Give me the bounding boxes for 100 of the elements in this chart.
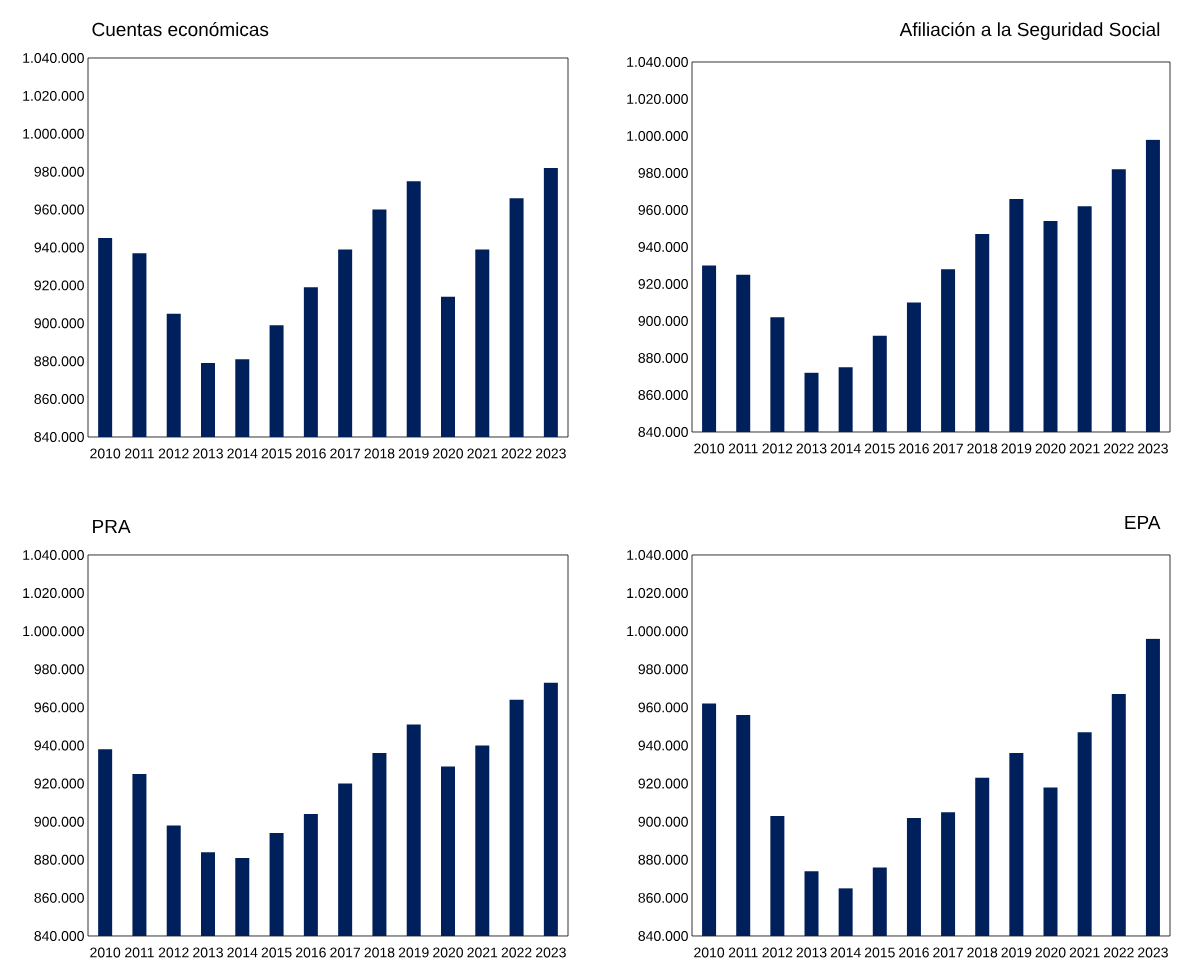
y-tick-label: 1.000.000	[23, 128, 84, 139]
x-tick-label: 2011	[728, 947, 758, 958]
x-tick-label: 2023	[536, 947, 566, 958]
y-tick-label: 900.000	[638, 816, 688, 827]
y-tick-label: 840.000	[34, 432, 84, 442]
x-tick-label: 2020	[1035, 443, 1066, 454]
y-tick-label: 940.000	[638, 242, 688, 252]
y-tick-label: 920.000	[34, 778, 84, 789]
x-tick-label: 2012	[762, 443, 793, 454]
x-tick-label: 2018	[364, 448, 395, 459]
chart-title: Afiliación a la Seguridad Social	[899, 22, 1160, 40]
y-tick-label: 940.000	[34, 740, 84, 751]
x-tick-label: 2020	[433, 947, 464, 958]
y-tick-label: 1.040.000	[627, 57, 688, 67]
y-tick-label: 880.000	[638, 353, 688, 363]
y-tick-label: 880.000	[34, 356, 84, 367]
x-tick-label: 2015	[864, 947, 895, 958]
x-tick-label: 2014	[227, 448, 258, 459]
x-tick-label: 2016	[296, 448, 326, 459]
x-tick-label: 2010	[90, 448, 121, 459]
x-tick-label: 2012	[158, 947, 189, 958]
y-tick-label: 960.000	[638, 702, 688, 713]
x-tick-label: 2011	[728, 443, 758, 454]
y-tick-label: 1.000.000	[627, 626, 688, 637]
x-tick-label: 2018	[967, 947, 998, 958]
x-tick-label: 2017	[330, 448, 361, 459]
y-tick-label: 920.000	[638, 279, 688, 289]
x-tick-label: 2014	[830, 443, 861, 454]
y-tick-label: 900.000	[638, 316, 688, 326]
y-tick-label: 860.000	[638, 390, 688, 400]
x-tick-label: 2010	[694, 947, 725, 958]
x-tick-label: 2019	[398, 947, 429, 958]
x-tick-label: 2010	[90, 947, 121, 958]
y-tick-label: 860.000	[34, 394, 84, 405]
x-tick-label: 2023	[1138, 443, 1168, 454]
y-tick-label: 1.020.000	[627, 588, 688, 599]
x-tick-label: 2011	[125, 448, 154, 459]
chart-title: Cuentas económicas	[92, 22, 269, 37]
x-tick-label: 2023	[1138, 947, 1168, 958]
y-tick-label: 840.000	[638, 427, 688, 437]
x-tick-label: 2013	[796, 443, 827, 454]
x-tick-label: 2019	[398, 448, 429, 459]
x-tick-label: 2022	[1103, 947, 1134, 958]
y-tick-label: 1.000.000	[23, 626, 84, 637]
y-tick-label: 1.040.000	[23, 53, 84, 63]
y-tick-label: 980.000	[638, 664, 688, 675]
x-tick-label: 2013	[193, 947, 223, 958]
x-tick-label: 2021	[467, 448, 498, 459]
chart-title: EPA	[1125, 515, 1161, 529]
x-tick-label: 2018	[967, 443, 998, 454]
x-tick-label: 2013	[193, 448, 223, 459]
y-tick-label: 920.000	[638, 778, 688, 789]
chart-title: PRA	[93, 519, 131, 533]
x-tick-label: 2012	[762, 947, 793, 958]
x-tick-label: 2021	[1069, 947, 1100, 958]
x-tick-label: 2016	[899, 443, 929, 454]
y-tick-label: 900.000	[34, 816, 84, 827]
y-tick-label: 880.000	[638, 854, 688, 865]
x-tick-label: 2012	[158, 448, 189, 459]
x-tick-label: 2010	[694, 443, 725, 454]
x-tick-label: 2019	[1001, 947, 1032, 958]
x-tick-label: 2015	[261, 947, 292, 958]
x-tick-label: 2021	[467, 947, 498, 958]
y-tick-label: 920.000	[34, 280, 84, 291]
y-tick-label: 860.000	[34, 892, 84, 903]
x-tick-label: 2017	[330, 947, 361, 958]
x-tick-label: 2017	[933, 947, 963, 958]
x-tick-label: 2020	[1035, 947, 1066, 958]
y-tick-label: 1.000.000	[627, 131, 688, 141]
y-tick-label: 960.000	[34, 702, 84, 713]
x-tick-label: 2013	[796, 947, 827, 958]
y-tick-label: 860.000	[638, 892, 688, 903]
x-tick-label: 2015	[864, 443, 895, 454]
x-tick-label: 2015	[261, 448, 292, 459]
y-tick-label: 960.000	[34, 204, 84, 215]
x-tick-label: 2021	[1069, 443, 1100, 454]
y-tick-label: 940.000	[34, 242, 84, 253]
x-tick-label: 2018	[364, 947, 395, 958]
x-tick-label: 2017	[933, 443, 963, 454]
y-tick-label: 1.040.000	[627, 550, 688, 560]
y-tick-label: 1.020.000	[627, 94, 688, 104]
y-tick-label: 880.000	[34, 854, 84, 865]
y-tick-label: 960.000	[638, 205, 688, 215]
x-tick-label: 2022	[501, 448, 532, 459]
x-tick-label: 2014	[830, 947, 861, 958]
y-tick-label: 980.000	[34, 664, 84, 675]
x-tick-label: 2016	[296, 947, 326, 958]
y-tick-label: 840.000	[638, 931, 688, 941]
y-tick-label: 980.000	[638, 168, 688, 178]
y-tick-label: 1.020.000	[23, 90, 84, 101]
y-tick-label: 1.020.000	[23, 588, 84, 599]
y-tick-label: 980.000	[34, 166, 84, 177]
x-tick-label: 2019	[1001, 443, 1032, 454]
x-tick-label: 2022	[1103, 443, 1134, 454]
y-tick-label: 1.040.000	[23, 550, 84, 560]
x-tick-label: 2011	[125, 947, 154, 958]
x-tick-label: 2022	[501, 947, 532, 958]
y-tick-label: 900.000	[34, 318, 84, 329]
x-tick-label: 2014	[227, 947, 258, 958]
x-tick-label: 2020	[433, 448, 464, 459]
